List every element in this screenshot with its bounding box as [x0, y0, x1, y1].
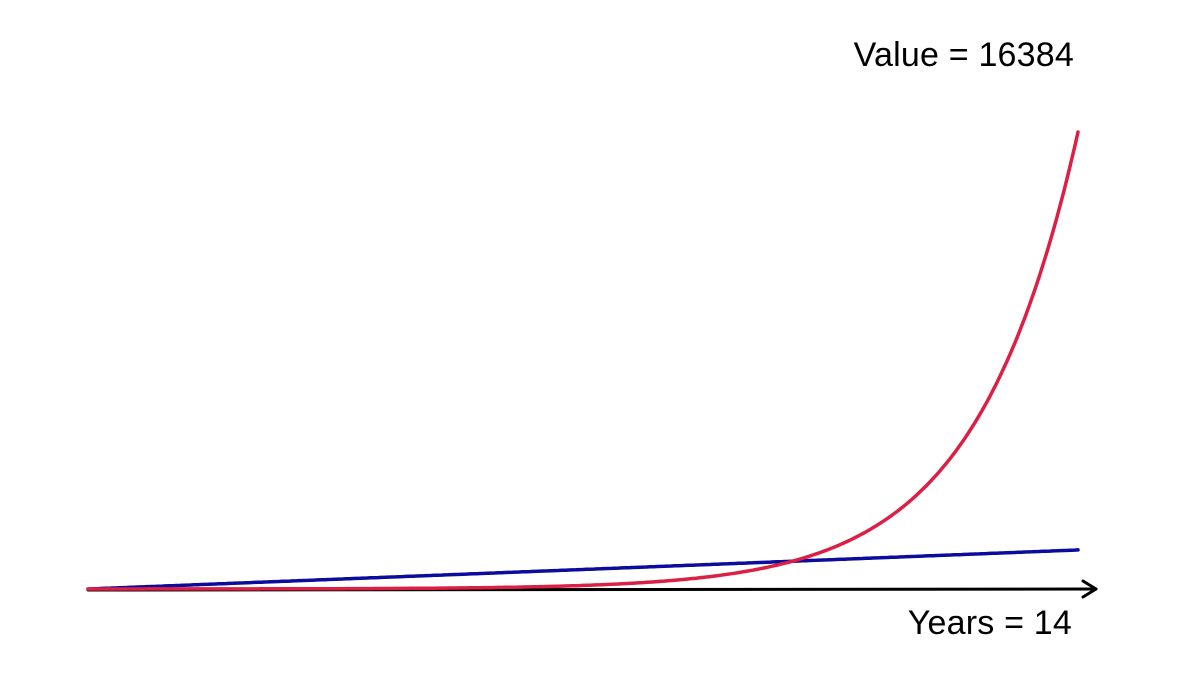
exponential-point-0	[86, 587, 90, 591]
exponential-point-11	[864, 530, 868, 534]
exponential-point-9	[722, 573, 726, 577]
exponential-point-10	[793, 558, 797, 562]
value-annotation: Value = 16384	[853, 36, 1074, 74]
exponential-point-2	[227, 587, 231, 591]
linear-point-6	[510, 570, 514, 574]
linear-point-8	[652, 565, 656, 569]
linear-point-5	[440, 573, 444, 577]
linear-point-13	[1005, 551, 1009, 555]
linear-point-4	[369, 576, 373, 580]
exponential-point-13	[1005, 359, 1009, 363]
exponential-point-12	[935, 473, 939, 477]
exponential-point-1	[157, 587, 161, 591]
exponential-point-6	[510, 585, 514, 589]
exponential-series-line	[86, 130, 1080, 591]
linear-point-11	[864, 556, 868, 560]
exponential-point-4	[369, 587, 373, 591]
linear-point-12	[935, 554, 939, 558]
linear-point-3	[298, 579, 302, 583]
x-axis-arrowhead	[1081, 579, 1098, 599]
series-layer	[86, 130, 1080, 591]
linear-series-line	[86, 548, 1080, 591]
linear-point-14	[1076, 548, 1080, 552]
linear-point-9	[722, 562, 726, 566]
exponential-point-3	[298, 587, 302, 591]
exponential-point-14	[1076, 130, 1080, 134]
linear-point-2	[227, 581, 231, 585]
exponential-point-8	[652, 580, 656, 584]
years-annotation: Years = 14	[907, 604, 1072, 642]
exponential-point-5	[440, 586, 444, 590]
linear-point-7	[581, 568, 585, 572]
exponential-point-7	[581, 583, 585, 587]
